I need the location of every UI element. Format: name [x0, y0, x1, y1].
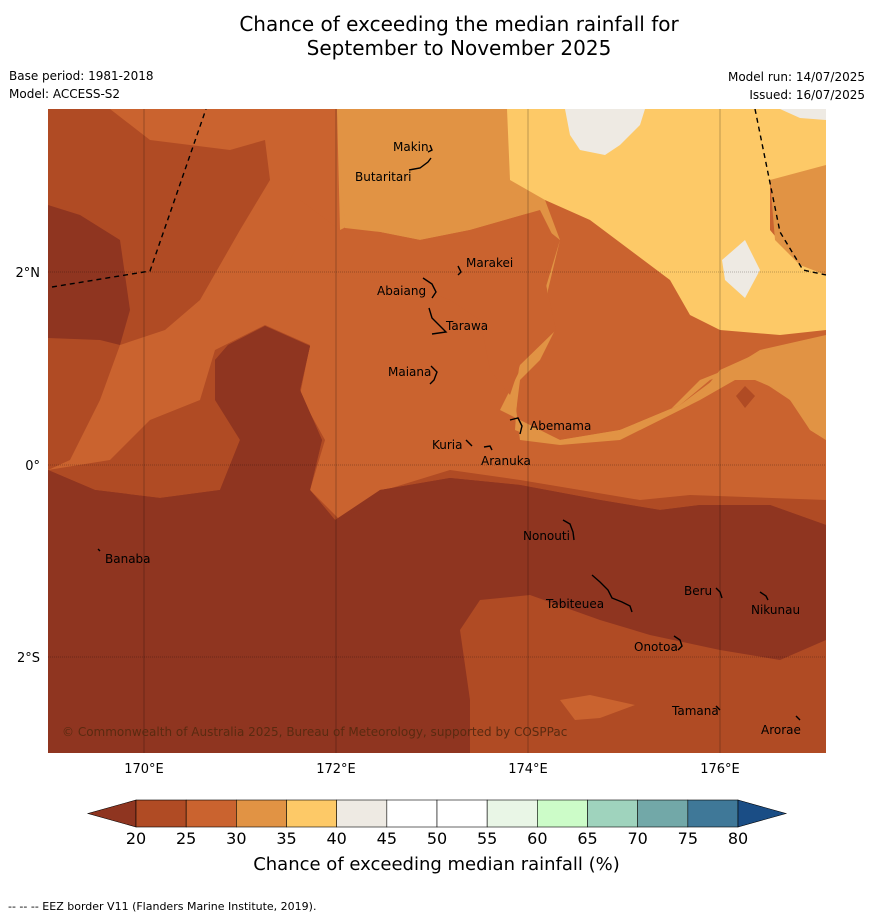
base-period: Base period: 1981-2018: [9, 69, 154, 83]
model-run-date: Model run: 14/07/2025: [727, 70, 865, 84]
lat-tick-0: 0°: [25, 459, 40, 474]
colorbar-tick-label: 25: [176, 829, 196, 848]
label-maiana: Maiana: [388, 365, 431, 379]
region-30-35-east: [770, 165, 826, 275]
region-25-30-patch: [560, 695, 635, 720]
colorbar-bin: [537, 799, 588, 828]
lon-tick-174: 174°E: [508, 762, 548, 777]
colorbar-tick-label: 75: [678, 829, 698, 848]
region-20-25-patch: [736, 386, 755, 408]
label-tamana: Tamana: [671, 704, 719, 718]
label-nonouti: Nonouti: [523, 529, 570, 543]
colorbar-bin: [185, 799, 237, 828]
island-banaba: [97, 548, 101, 552]
eez-border: [51, 109, 826, 288]
colorbar-tick-label: 35: [276, 829, 296, 848]
colorbar-tick-label: 60: [527, 829, 547, 848]
colorbar-bin: [336, 799, 388, 828]
island-tarawa: [428, 307, 448, 335]
place-labels: Makin Butaritari Marakei Abaiang Tarawa …: [105, 140, 801, 737]
label-tabiteuea: Tabiteuea: [545, 597, 604, 611]
label-kuria: Kuria: [432, 438, 463, 452]
island-arorae: [795, 715, 801, 721]
map-area: Makin Butaritari Marakei Abaiang Tarawa …: [48, 109, 826, 753]
label-arorae: Arorae: [761, 723, 801, 737]
colorbar-tick-label: 80: [728, 829, 748, 848]
lon-tick-176: 176°E: [700, 762, 740, 777]
island-outlines: [97, 144, 801, 721]
colorbar: 20 25 30 35 40 45 50 55 60 65 70 75 80: [86, 799, 788, 848]
eez-footnote: -- -- -- EEZ border V11 (Flanders Marine…: [8, 900, 317, 913]
label-makin: Makin: [393, 140, 429, 154]
label-beru: Beru: [684, 584, 712, 598]
lat-tick-2s: 2°S: [17, 651, 40, 666]
colorbar-bin: [135, 799, 187, 828]
island-makin: [427, 144, 433, 153]
region-40-45-east: [722, 240, 760, 298]
island-tabiteuea: [591, 574, 633, 613]
colorbar-bin: [236, 799, 287, 828]
label-tarawa: Tarawa: [445, 319, 488, 333]
colorbar-tick-label: 20: [126, 829, 146, 848]
title-line-1: Chance of exceeding the median rainfall …: [239, 12, 679, 36]
island-abaiang: [422, 277, 437, 299]
label-onotoa: Onotoa: [634, 640, 678, 654]
lon-tick-labels: 170°E 172°E 174°E 176°E: [124, 762, 740, 777]
title-line-2: September to November 2025: [306, 36, 612, 60]
colorbar-tick-label: 50: [427, 829, 447, 848]
colorbar-tick-label: 45: [377, 829, 397, 848]
island-abemama: [509, 417, 523, 435]
region-40-45-ne: [780, 109, 826, 120]
island-maiana: [429, 365, 438, 385]
label-abemama: Abemama: [530, 419, 591, 433]
map-title: Chance of exceeding the median rainfall …: [0, 12, 873, 60]
colorbar-bin: [436, 799, 488, 828]
colorbar-bin: [637, 799, 689, 828]
island-onotoa: [673, 635, 683, 651]
region-below-20-band: [48, 326, 826, 540]
lon-tick-170: 170°E: [124, 762, 164, 777]
island-butaritari: [408, 157, 432, 171]
region-40-45-north: [565, 109, 645, 155]
colorbar-bin: [486, 799, 538, 828]
label-banaba: Banaba: [105, 552, 151, 566]
lat-tick-labels: 2°N 0° 2°S: [16, 266, 41, 666]
island-aranuka: [483, 445, 493, 451]
lat-tick-2n: 2°N: [16, 266, 41, 281]
region-20-25-west: [48, 109, 270, 470]
issued-date: Issued: 16/07/2025: [749, 88, 865, 102]
label-nikunau: Nikunau: [751, 603, 800, 617]
lon-tick-172: 172°E: [316, 762, 356, 777]
island-beru: [715, 587, 723, 599]
island-kuria: [465, 439, 473, 447]
colorbar-tick-label: 55: [477, 829, 497, 848]
island-nikunau: [759, 591, 769, 601]
island-marakei: [457, 265, 462, 276]
colorbar-bin: [286, 799, 337, 828]
colorbar-high-extension: [737, 799, 788, 828]
colorbar-tick-label: 65: [577, 829, 597, 848]
region-25-30-center: [285, 200, 556, 395]
colorbar-bin: [386, 799, 438, 828]
colorbar-low-extension: [86, 799, 137, 828]
label-abaiang: Abaiang: [377, 284, 426, 298]
island-tamana: [715, 705, 721, 711]
model-name: Model: ACCESS-S2: [9, 87, 121, 101]
colorbar-tick-label: 30: [226, 829, 246, 848]
colorbar-tick-label: 70: [627, 829, 647, 848]
region-below-20-west: [48, 205, 130, 345]
label-butaritari: Butaritari: [355, 170, 412, 184]
colorbar-label: Chance of exceeding median rainfall (%): [253, 854, 620, 875]
copyright-notice: © Commonwealth of Australia 2025, Bureau…: [62, 725, 567, 739]
colorbar-bin: [587, 799, 638, 828]
label-marakei: Marakei: [466, 256, 513, 270]
label-aranuka: Aranuka: [481, 454, 531, 468]
region-30-35-main: [337, 109, 826, 440]
colorbar-bin: [687, 799, 739, 828]
colorbar-tick-label: 40: [326, 829, 346, 848]
island-nonouti: [562, 519, 575, 541]
graticule: [48, 109, 826, 753]
